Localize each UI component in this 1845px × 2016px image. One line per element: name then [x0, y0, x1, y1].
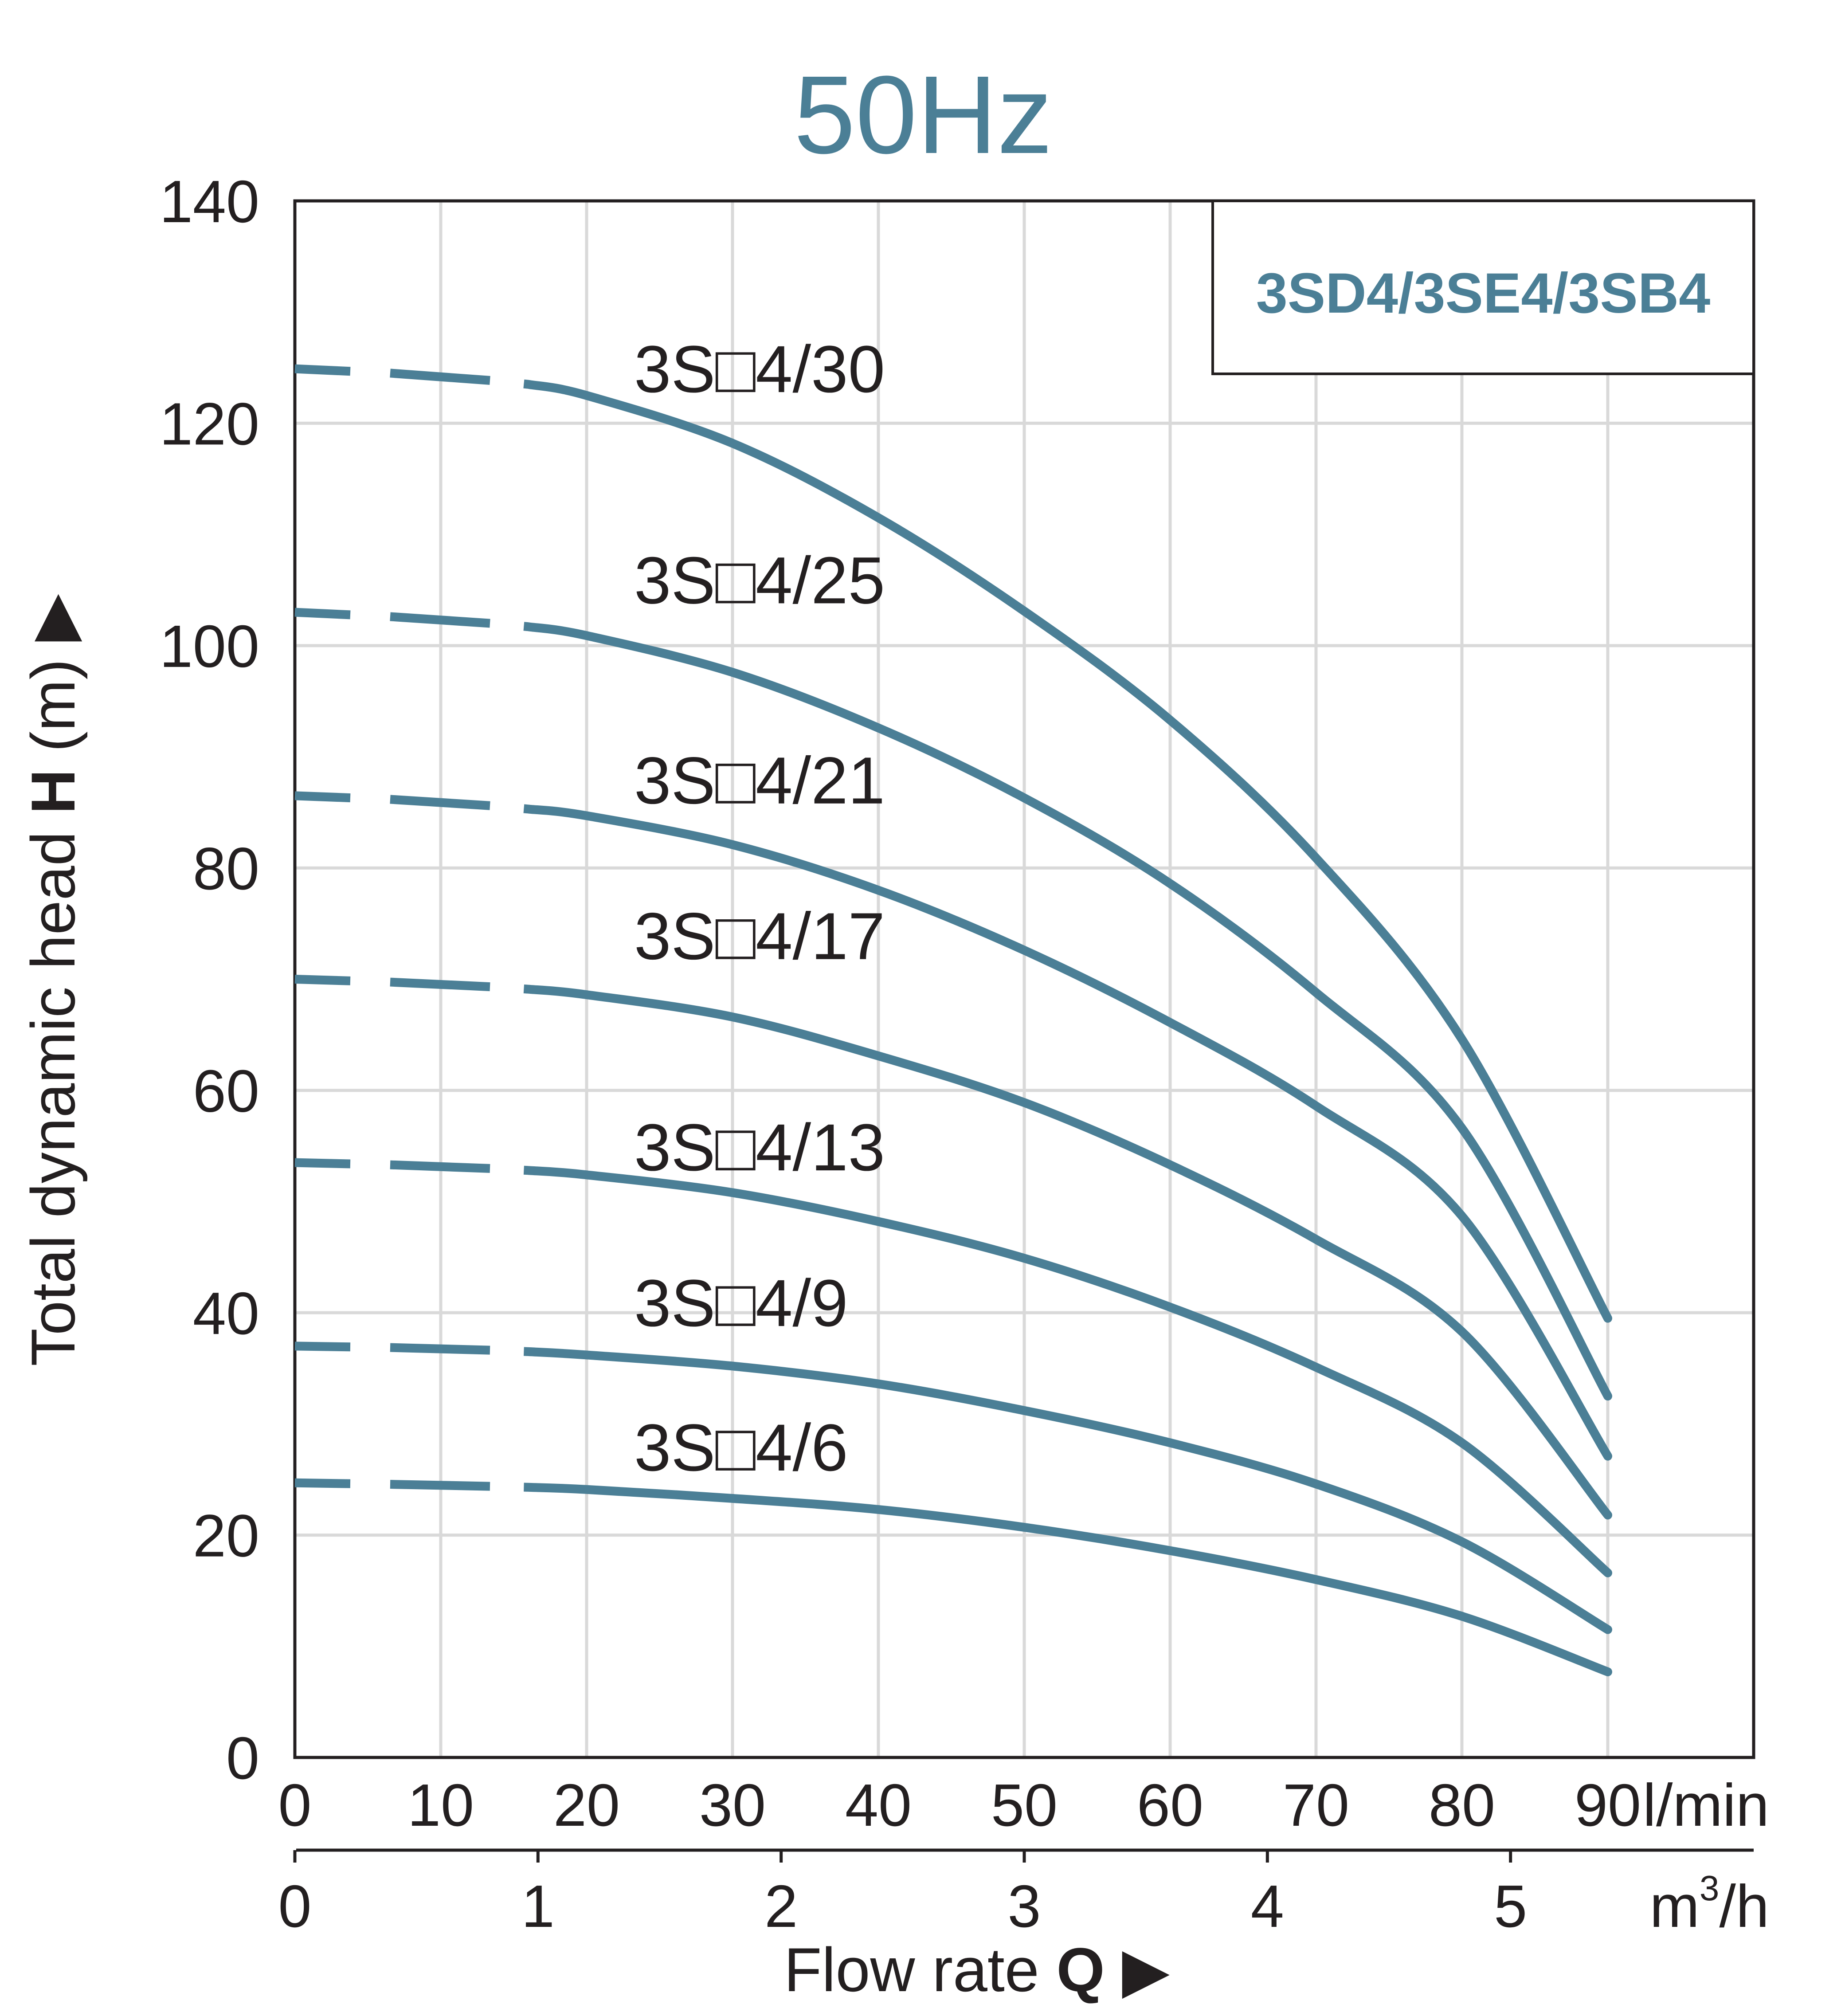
x-unit-m3h-base: m	[1649, 1873, 1699, 1940]
series-label: 3S□4/25	[634, 543, 885, 617]
series-line	[524, 984, 1612, 1520]
series-labels: 3S□4/30 3S□4/25 3S□4/21 3S□4/17 3S□4/13 3S□4/…	[634, 332, 885, 1485]
x-tick-label-m3h: 3	[1007, 1873, 1041, 1940]
x-tick-labels-lmin: 0 10 20 30 40 50 60 70 80 90	[278, 1772, 1641, 1839]
y-title-suffix: (m)	[18, 659, 88, 752]
x-title-arrow: ▶	[1122, 1935, 1170, 2004]
series-dash-segment	[294, 608, 351, 620]
x-axis-title: Flow rate Q ▶	[784, 1935, 1170, 2004]
series-label: 3S□4/21	[634, 743, 885, 818]
chart-title: 50Hz	[794, 53, 1053, 176]
y-tick-label: 20	[193, 1502, 259, 1569]
series-dash-segment	[390, 1480, 490, 1491]
x-title-bold: Q	[1057, 1935, 1105, 2004]
series-line	[524, 1347, 1612, 1634]
y-title-bold: H	[18, 769, 88, 814]
y-tick-label: 40	[193, 1280, 259, 1347]
series-label: 3S□4/6	[634, 1410, 848, 1485]
series-dash-segment	[294, 791, 351, 803]
x-tick-label-m3h: 4	[1251, 1873, 1284, 1940]
series-dash-segment	[294, 975, 351, 985]
series-curves	[294, 364, 1612, 1676]
legend-box	[1211, 200, 1755, 375]
series-line	[524, 1483, 1612, 1676]
y-tick-label: 80	[193, 835, 259, 902]
y-tick-labels: 0 20 40 60 80 100 120 140	[160, 168, 259, 1792]
x-tick-label-lmin: 60	[1137, 1772, 1203, 1839]
y-axis-title: Total dynamic head H (m) ▶	[18, 594, 88, 1366]
x-tick-label-m3h: 2	[764, 1873, 798, 1940]
x-tick-label-lmin: 90	[1575, 1772, 1641, 1839]
x-unit-m3h-rest: /h	[1719, 1873, 1769, 1940]
series-dash-segment	[390, 369, 490, 385]
x-title-prefix: Flow rate	[784, 1935, 1039, 2004]
x-tick-label-m3h: 1	[521, 1873, 555, 1940]
series-line	[524, 804, 1612, 1461]
x-tick-label-m3h: 0	[278, 1873, 311, 1940]
series-dash-segment	[390, 612, 490, 628]
series-label: 3S□4/17	[634, 899, 885, 973]
x-unit-m3h-sup: 3	[1700, 1868, 1720, 1908]
x-tick-label-m3h: 5	[1494, 1873, 1527, 1940]
series-label: 3S□4/9	[634, 1266, 848, 1340]
x-tick-label-lmin: 30	[699, 1772, 766, 1839]
series-label: 3S□4/30	[634, 332, 885, 406]
series-dash-segment	[294, 1158, 351, 1169]
series-dash-segment	[390, 977, 490, 992]
series-line	[524, 380, 1612, 1323]
series-dash-segment	[390, 795, 490, 810]
series-dash-segment	[294, 364, 351, 376]
legend-label: 3SD4/3SE4/3SB4	[1256, 262, 1711, 325]
y-title-arrow: ▶	[18, 594, 88, 642]
x-tick-label-lmin: 40	[845, 1772, 912, 1839]
x-tick-label-lmin: 10	[407, 1772, 474, 1839]
y-tick-label: 0	[226, 1725, 259, 1792]
grid	[295, 201, 1754, 1757]
series-dash-segment	[294, 1341, 351, 1352]
series-dash-segment	[390, 1160, 490, 1173]
series-line	[524, 1166, 1612, 1577]
x-tick-label-lmin: 50	[991, 1772, 1058, 1839]
y-tick-label: 140	[160, 168, 259, 235]
y-tick-label: 120	[160, 390, 259, 457]
series-line	[524, 622, 1612, 1401]
x-unit-m3h: m3/h	[1649, 1868, 1769, 1940]
x-tick-label-lmin: 70	[1283, 1772, 1349, 1839]
x-unit-lmin: l/min	[1643, 1772, 1769, 1839]
series-label: 3S□4/13	[634, 1110, 885, 1184]
series-dash-segment	[294, 1478, 351, 1488]
x-tick-label-lmin: 0	[278, 1772, 311, 1839]
x-tick-label-lmin: 20	[553, 1772, 620, 1839]
y-tick-label: 60	[193, 1058, 259, 1125]
series-dash-segment	[390, 1343, 490, 1355]
x-tick-label-lmin: 80	[1429, 1772, 1495, 1839]
y-tick-label: 100	[160, 613, 259, 680]
y-title-prefix: Total dynamic head	[18, 832, 88, 1366]
x-tick-labels-m3h: 0 1 2 3 4 5	[278, 1850, 1527, 1940]
